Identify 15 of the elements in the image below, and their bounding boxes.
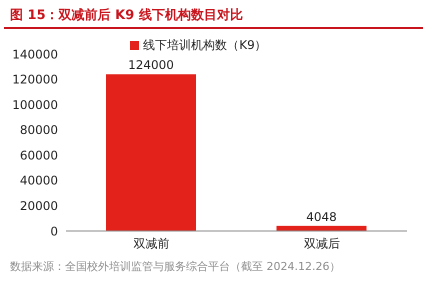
data-label: 4048 bbox=[306, 210, 337, 224]
chart-title: 图 15：双减前后 K9 线下机构数目对比 bbox=[4, 0, 423, 29]
y-tick-label: 100000 bbox=[12, 98, 58, 112]
x-tick-label: 双减前 bbox=[133, 236, 170, 251]
legend-label: 线下培训机构数（K9） bbox=[143, 38, 267, 52]
x-tick-label: 双减后 bbox=[304, 236, 340, 251]
source-note: 数据来源：全国校外培训监管与服务综合平台（截至 2024.12.26） bbox=[9, 259, 342, 274]
data-label: 124000 bbox=[128, 58, 174, 72]
y-tick-label: 80000 bbox=[20, 123, 58, 138]
y-tick-label: 140000 bbox=[12, 47, 58, 62]
y-tick-label: 60000 bbox=[20, 148, 58, 162]
y-tick-label: 120000 bbox=[12, 72, 58, 87]
y-tick-label: 0 bbox=[50, 224, 58, 238]
y-tick-label: 20000 bbox=[20, 198, 58, 213]
y-tick-label: 40000 bbox=[20, 174, 58, 188]
